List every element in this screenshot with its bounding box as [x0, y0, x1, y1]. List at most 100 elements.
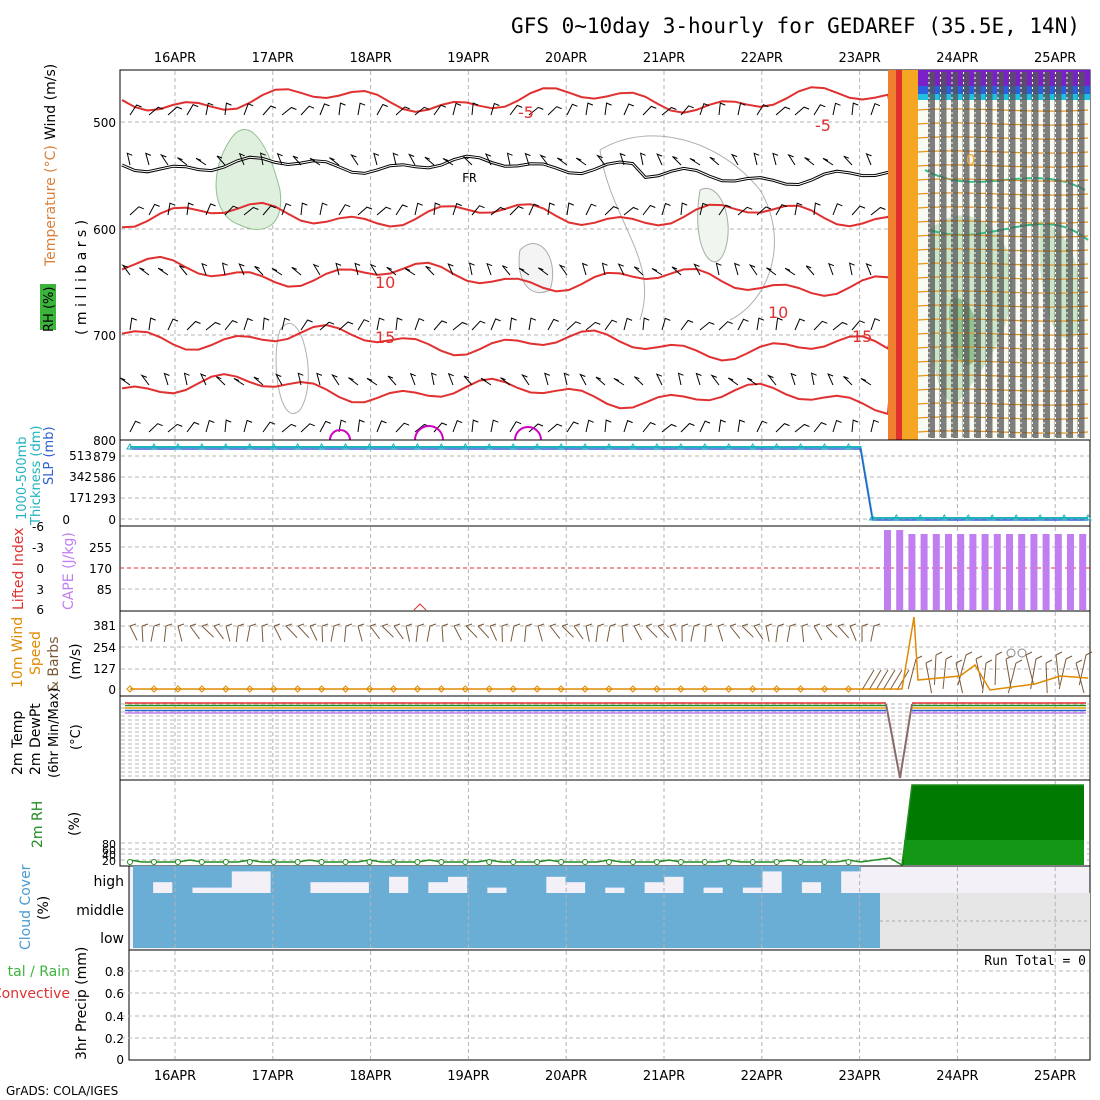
cloud-high-bar — [368, 866, 390, 893]
upper-wind-barb — [566, 202, 574, 216]
upper-wind-barb — [794, 423, 810, 433]
upper-wind-barb — [490, 102, 500, 116]
upper-wind-barb — [276, 152, 283, 166]
wind-speed-marker — [725, 685, 733, 693]
rh2m-marker — [510, 859, 517, 865]
upper-wind-barb — [604, 102, 612, 116]
upper-wind-barb — [414, 202, 423, 216]
upper-wind-barb — [595, 376, 606, 386]
upper-wind-barb — [309, 157, 321, 166]
wind10m-barb — [681, 623, 689, 643]
precip-tick: 0.2 — [105, 1032, 124, 1046]
upper-wind-barb — [433, 202, 441, 216]
upper-wind-barb — [566, 321, 581, 331]
wind10m-barb — [235, 623, 245, 642]
rh2m-marker — [438, 859, 445, 865]
rh2m-marker — [127, 859, 133, 865]
rh2m-marker — [294, 859, 301, 865]
upper-wind-barb — [338, 321, 354, 331]
upper-wind-barb — [509, 104, 523, 116]
rh2m-marker — [222, 859, 229, 865]
cape-bar — [1030, 534, 1038, 610]
upper-wind-barb — [177, 157, 188, 166]
cape-bar — [1067, 534, 1074, 610]
temp-grid — [121, 697, 1089, 779]
cape-ylabel: CAPE (J/kg) — [61, 532, 77, 610]
wind-speed-marker — [437, 685, 446, 693]
wind10m-barb — [882, 669, 896, 691]
precip-grid — [121, 951, 1089, 1059]
upper-wind-barb — [718, 102, 726, 116]
upper-wind-barb — [300, 423, 315, 433]
wind-speed-marker — [222, 685, 230, 693]
wind-speed-marker — [389, 685, 398, 693]
upper-wind-barb — [756, 420, 768, 433]
upper-wind-barb — [319, 103, 330, 116]
upper-wind-barb — [563, 372, 570, 386]
temp-ylabel: 2m DewPt — [28, 703, 44, 775]
cape-bar — [1042, 534, 1050, 610]
upper-wind-barb — [433, 104, 447, 116]
hatched-column — [1043, 72, 1050, 438]
upper-wind-barb — [463, 375, 473, 386]
thickness-marker — [461, 443, 470, 450]
wind10m-barb — [477, 623, 490, 639]
upper-wind-barb — [376, 103, 388, 116]
wind-speed-marker — [677, 685, 685, 693]
upper-wind-barb — [633, 266, 644, 276]
wind-speed-marker — [365, 685, 374, 693]
rh-tick: 60 — [102, 844, 116, 857]
rh2m-marker — [198, 859, 205, 865]
upper-wind-barb — [843, 376, 853, 386]
upper-wind-barb — [486, 262, 493, 276]
surface-contour — [329, 425, 542, 441]
upper-wind-barb — [689, 158, 701, 166]
precip-tick: 0.8 — [105, 965, 124, 979]
isotherm-line — [121, 255, 897, 441]
wind10m-barb — [524, 623, 533, 642]
upper-wind-barb — [832, 419, 842, 433]
cloud-high-bar — [801, 866, 822, 883]
wind10m-barb — [837, 623, 850, 639]
thickness-markers — [126, 443, 1092, 521]
thickness-marker — [413, 443, 422, 450]
cloud-level-label: middle — [76, 903, 124, 919]
hatched-column — [985, 72, 993, 438]
cape-bar — [1054, 534, 1062, 610]
wind10m-barb — [163, 623, 173, 642]
upper-missing-region: 0 — [888, 70, 1090, 440]
rh2m-marker — [582, 859, 589, 865]
rh2m-marker — [318, 859, 325, 865]
wind-speed-marker — [844, 685, 853, 693]
temp-unit: (°C) — [69, 724, 84, 750]
upper-wind-barb — [619, 152, 626, 166]
wind10m-barb — [549, 623, 561, 639]
wind-speed-line — [130, 616, 1089, 691]
cape-panel: -6 -3 0 3 6 255 170 85 Lifted Index CAPE… — [11, 520, 1091, 617]
upper-wind-barb — [528, 317, 537, 331]
cloud-high-bar — [526, 866, 547, 893]
thickness-marker — [533, 443, 542, 450]
upper-wind-barb — [502, 265, 511, 276]
lifted-index-marker — [413, 603, 427, 611]
rh2m-marker — [150, 859, 157, 865]
wind-speed-marker — [509, 685, 517, 693]
rh2m-marker — [653, 859, 660, 865]
rh2m-marker — [845, 859, 852, 865]
upper-wind-barb — [804, 157, 815, 166]
upper-wind-barb — [509, 421, 522, 433]
date-label-bottom: 16APR — [154, 1069, 196, 1084]
upper-wind-barb — [528, 423, 544, 433]
cloud-high-bar — [644, 866, 665, 883]
cloud-high-bar — [231, 866, 252, 872]
upper-wind-barb — [205, 102, 214, 116]
upper-wind-barb — [680, 319, 694, 331]
rh2m-marker — [773, 859, 780, 865]
wind10m-barb — [870, 623, 881, 642]
thickness-marker — [269, 443, 278, 450]
thickness-marker — [653, 443, 661, 450]
upper-wind-barb — [633, 376, 644, 386]
cloud-mid-low — [133, 893, 880, 948]
slp-tick: 0 — [108, 513, 116, 527]
wind10m-barb — [741, 623, 754, 638]
